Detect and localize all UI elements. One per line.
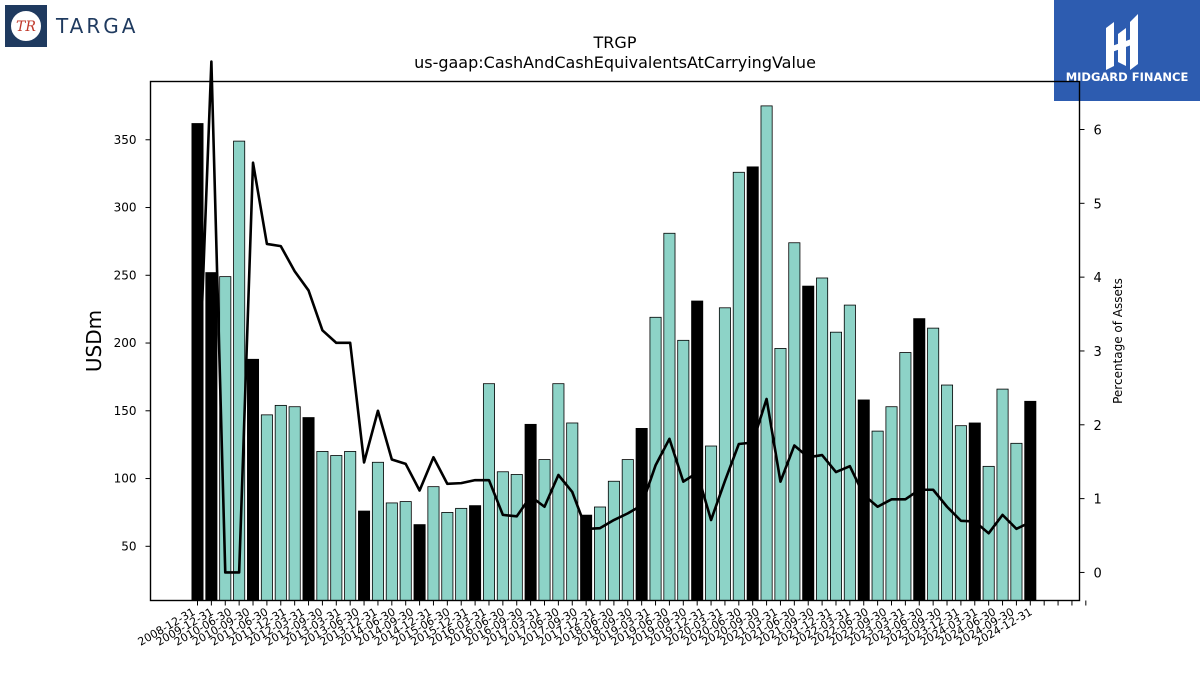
plot-frame — [149, 80, 1081, 602]
bar-annual — [205, 272, 218, 601]
y-axis-right: 0 1 2 3 4 5 6 — [1079, 123, 1102, 581]
bar-quarterly — [732, 171, 745, 601]
bar-quarterly — [871, 430, 884, 601]
bar-annual — [524, 423, 537, 601]
bar-annual — [746, 166, 759, 601]
bar-quarterly — [330, 455, 343, 601]
y-axis-left: 50 100 150 200 250 300 350 — [114, 133, 151, 553]
bar-annual — [191, 123, 204, 601]
bar-quarterly — [941, 384, 954, 601]
bar-annual — [247, 358, 260, 601]
bar-quarterly — [233, 140, 246, 601]
bar-annual — [968, 422, 981, 601]
bar-annual — [857, 399, 870, 601]
bar-quarterly — [663, 232, 676, 601]
bar-quarterly — [496, 471, 509, 601]
y-tick-label: 100 — [114, 472, 137, 486]
bar-quarterly — [274, 404, 287, 601]
bar-quarterly — [427, 486, 440, 601]
targa-logo-circle — [9, 9, 43, 43]
bar-quarterly — [594, 506, 607, 601]
y2-tick-label: 3 — [1094, 345, 1102, 360]
y-tick-label: 300 — [114, 201, 137, 215]
bar-annual — [1024, 400, 1037, 601]
bar-quarterly — [316, 451, 329, 601]
bar-annual — [802, 285, 815, 601]
y-axis-label: USDm — [82, 310, 106, 372]
bar-quarterly — [843, 304, 856, 601]
targa-logo-mark: TR — [16, 19, 36, 35]
y-tick-label: 350 — [114, 133, 137, 147]
bar-annual — [413, 524, 426, 601]
bar-quarterly — [441, 512, 454, 601]
y2-axis-label: Percentage of Assets — [1111, 278, 1125, 404]
targa-logo-text: TARGA — [55, 14, 138, 38]
y2-tick-label: 0 — [1094, 566, 1102, 581]
bar-quarterly — [621, 459, 634, 601]
bar-quarterly — [510, 474, 523, 601]
y2-tick-label: 2 — [1094, 419, 1102, 434]
bar-quarterly — [371, 461, 384, 601]
midgard-logo-text: MIDGARD FINANCE — [1066, 70, 1189, 84]
bar-quarterly — [552, 383, 565, 601]
bar-quarterly — [927, 327, 940, 601]
bar-quarterly — [885, 406, 898, 601]
bar-quarterly — [996, 388, 1009, 601]
chart-title: TRGP — [593, 33, 637, 52]
bar-quarterly — [954, 425, 967, 601]
bar-quarterly — [1010, 442, 1023, 601]
bar-quarterly — [344, 451, 357, 601]
y-tick-label: 200 — [114, 336, 137, 350]
bar-quarterly — [718, 307, 731, 601]
bar-quarterly — [455, 507, 468, 601]
bar-annual — [358, 510, 371, 601]
y2-tick-label: 4 — [1094, 271, 1102, 286]
bar-quarterly — [385, 502, 398, 601]
chart-subtitle: us-gaap:CashAndCashEquivalentsAtCarrying… — [414, 53, 816, 72]
bar-series — [191, 105, 1037, 601]
bar-annual — [302, 417, 315, 601]
bar-quarterly — [788, 242, 801, 601]
bar-annual — [691, 300, 704, 601]
bar-annual — [913, 318, 926, 601]
y2-tick-label: 5 — [1094, 197, 1102, 212]
midgard-logo-emblem — [1106, 14, 1138, 70]
bar-quarterly — [538, 459, 551, 601]
percentage-line — [196, 60, 1031, 574]
bar-quarterly — [260, 414, 273, 601]
midgard-finance-logo: MIDGARD FINANCE — [1054, 0, 1200, 101]
bar-quarterly — [607, 480, 620, 601]
y2-tick-label: 1 — [1094, 493, 1102, 508]
y-tick-label: 150 — [114, 404, 137, 418]
bar-annual — [635, 427, 648, 601]
bar-quarterly — [899, 352, 912, 601]
bar-quarterly — [816, 277, 829, 601]
bar-quarterly — [705, 445, 718, 601]
y-tick-label: 50 — [121, 539, 136, 553]
bar-quarterly — [566, 422, 579, 601]
targa-logo: TR TARGA — [5, 5, 138, 47]
y2-tick-label: 6 — [1094, 123, 1102, 138]
y-tick-label: 250 — [114, 268, 137, 282]
bar-quarterly — [399, 501, 412, 601]
bar-quarterly — [288, 406, 301, 601]
midgard-logo-background — [1054, 0, 1200, 101]
bar-quarterly — [760, 105, 773, 601]
bar-annual — [469, 505, 482, 601]
x-axis: 2008-12-312009-12-312010-06-302010-09-30… — [136, 600, 1087, 649]
